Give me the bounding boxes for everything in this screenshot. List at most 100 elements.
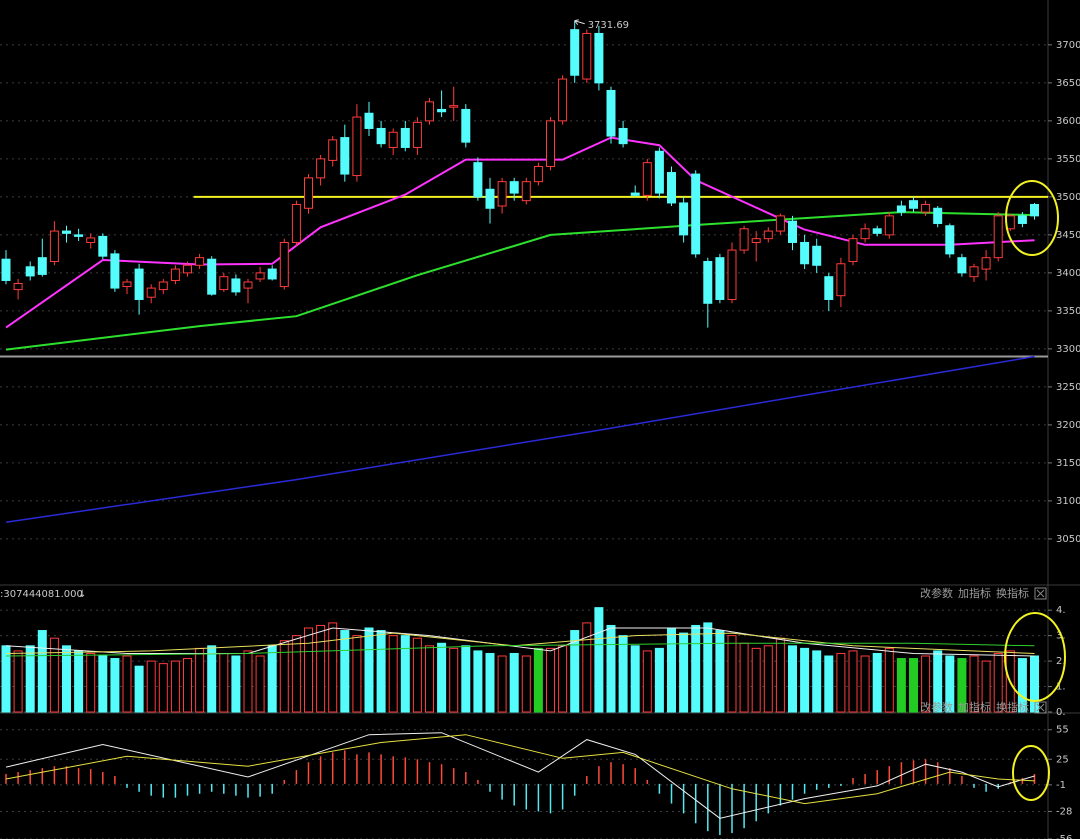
volume-bar [521, 655, 531, 713]
indicator-line [5, 734, 1035, 805]
volume-bar [400, 635, 410, 713]
volume-bar [37, 630, 47, 713]
candle-body [630, 192, 640, 196]
candle-body [969, 266, 979, 278]
volume-bar [437, 642, 447, 713]
indicator-line [5, 732, 1035, 819]
volume-bar [909, 658, 918, 713]
candle-body [74, 234, 84, 237]
volume-bar [316, 624, 326, 713]
marks: 3050 3100 3150 3200 3250 3300 3350 3400 3450 3500… [0, 19, 1080, 839]
candle-body [957, 257, 967, 274]
indicator-line [5, 211, 1035, 351]
volume-bar [654, 647, 664, 713]
volume-bar [86, 652, 96, 713]
volume-bar [558, 645, 568, 713]
panel-button[interactable]: 加指标 [958, 586, 991, 600]
candle-body [400, 127, 410, 148]
candle-body [945, 225, 955, 255]
volume-bar [824, 655, 834, 713]
candle-body [86, 237, 96, 243]
candle-body [909, 200, 918, 209]
candle-body [146, 287, 156, 298]
candle-body [691, 173, 701, 255]
candle-body [134, 268, 144, 300]
close-button[interactable] [1034, 701, 1047, 714]
panel-button[interactable]: 换指标 [996, 700, 1029, 714]
y-tick-label: 3300 [1056, 344, 1080, 355]
candle-body [739, 228, 749, 251]
volume-bar [49, 637, 59, 713]
volume-bar [630, 645, 640, 713]
candle-body [340, 137, 350, 175]
volume-bar [981, 660, 991, 713]
y-tick-label: 3100 [1056, 496, 1080, 507]
panel-button[interactable]: 改参数 [920, 586, 953, 600]
volume-bar [485, 652, 495, 713]
close-button[interactable] [1034, 587, 1047, 600]
volume-bar [25, 645, 35, 713]
candle-body [13, 283, 23, 291]
candle-body [279, 241, 289, 288]
candle-body [316, 158, 326, 179]
candle-body [836, 263, 846, 297]
volume-bar [570, 630, 580, 713]
volume-bar [231, 655, 241, 713]
volume-bar [352, 635, 362, 713]
candle-body [933, 207, 943, 224]
candle-body [412, 121, 422, 148]
volume-bar [775, 637, 785, 713]
close-icon [1036, 703, 1045, 712]
volume-bar [425, 645, 434, 713]
candle-body [546, 120, 555, 167]
y-tick-label: 3200 [1056, 420, 1080, 431]
volume-bar [449, 647, 459, 713]
y-tick-label: 1. [1056, 682, 1066, 693]
indicator-line [5, 642, 1035, 657]
panel-button[interactable]: 改参数 [920, 700, 953, 714]
y-tick-label: 3600 [1056, 116, 1080, 127]
candle-body [158, 281, 168, 291]
candle-body [49, 230, 59, 262]
y-tick-label: 2. [1056, 656, 1066, 667]
candle-body [122, 281, 132, 288]
candle-body [376, 127, 386, 145]
volume-bar [243, 650, 253, 713]
volume-bar [703, 622, 713, 713]
volume-bar [376, 630, 386, 713]
volume-bar [304, 627, 313, 713]
candle-body [981, 257, 991, 270]
volume-bar [291, 635, 301, 713]
candle-body [449, 105, 459, 108]
volume-bar [328, 622, 338, 713]
volume-bar [691, 624, 701, 713]
candle-body [461, 108, 471, 143]
candle-body [533, 165, 543, 183]
y-tick-label: 55 [1056, 725, 1069, 736]
volume-bar [1017, 658, 1027, 713]
candle-body [570, 29, 580, 76]
volume-bar [146, 660, 156, 713]
candle-body [497, 181, 507, 207]
candle-body [485, 188, 495, 209]
indicator-line [5, 355, 1035, 523]
highlight-circle [1005, 180, 1059, 256]
y-tick-label: 3450 [1056, 230, 1080, 241]
volume-bar [195, 647, 205, 713]
volume-bar [739, 642, 749, 713]
volume-bar [255, 655, 265, 713]
candle-body [751, 238, 761, 243]
panel-button[interactable]: 加指标 [958, 700, 991, 714]
candle-body [291, 203, 301, 243]
volume-bar [219, 652, 229, 713]
candle-body [824, 276, 834, 300]
candle-body [667, 172, 676, 204]
volume-bar [642, 650, 652, 713]
candle-body [388, 131, 398, 148]
volume-bar [751, 647, 761, 713]
panel-button[interactable]: 换指标 [996, 586, 1029, 600]
candle-body [654, 150, 664, 194]
candle-body [364, 112, 374, 129]
volume-bar [848, 650, 858, 713]
